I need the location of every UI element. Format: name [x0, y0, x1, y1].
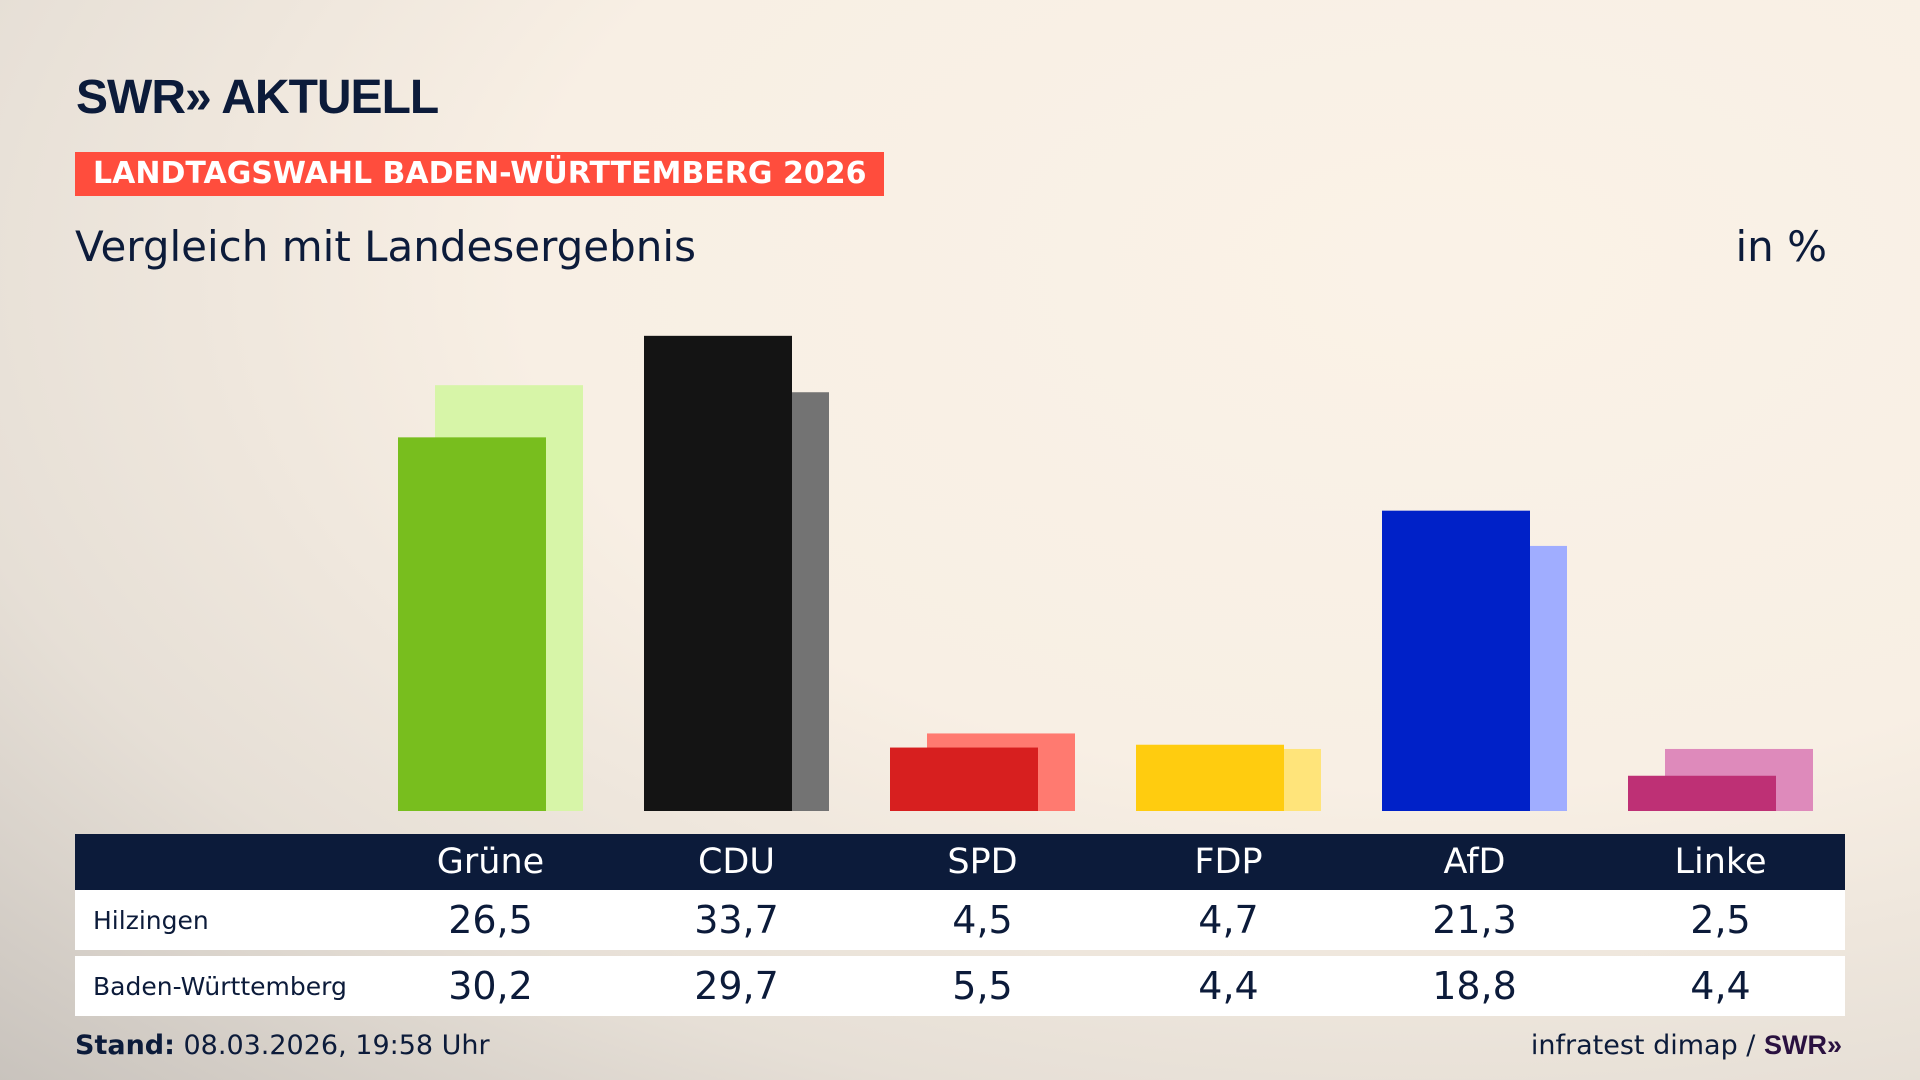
value-label: 2,5 — [1690, 898, 1751, 942]
election-banner: LANDTAGSWAHL BADEN-WÜRTTEMBERG 2026 — [75, 152, 885, 196]
column-header: Linke — [1674, 842, 1767, 882]
bar-local-spd — [890, 747, 1038, 811]
value-label: 4,4 — [1690, 964, 1751, 1008]
stand-label: Stand: — [75, 1030, 175, 1061]
table-header: Grüne CDU SPD FDP AfD Linke — [75, 834, 1845, 890]
row-label: Baden-Württemberg — [93, 971, 347, 1001]
value-label: 18,8 — [1432, 964, 1517, 1008]
row-label: Hilzingen — [93, 905, 209, 935]
column-header: CDU — [697, 842, 775, 882]
table-row: Hilzingen 26,5 33,7 4,5 4,7 21,3 2,5 — [75, 890, 1845, 950]
value-label: 30,2 — [448, 964, 533, 1008]
source-text: infratest dimap / — [1530, 1030, 1764, 1061]
bar-local-cdu — [644, 335, 792, 811]
column-header: SPD — [947, 842, 1018, 882]
bar-local-afd — [1382, 510, 1530, 811]
column-header: FDP — [1194, 842, 1263, 882]
bar-local-grüne — [398, 437, 546, 811]
swr-aktuell-logo: SWR» AKTUELL — [76, 71, 439, 124]
value-label: 29,7 — [694, 964, 779, 1008]
value-label: 5,5 — [952, 964, 1013, 1008]
swr-logo: SWR» — [1763, 1030, 1842, 1060]
value-label: 4,7 — [1198, 898, 1259, 942]
bar-local-linke — [1628, 775, 1776, 811]
chart-subtitle: Vergleich mit Landesergebnis — [75, 222, 696, 271]
value-label: 4,5 — [952, 898, 1013, 942]
column-header: AfD — [1443, 842, 1506, 882]
unit-label: in % — [1735, 222, 1827, 271]
value-label: 4,4 — [1198, 964, 1259, 1008]
bar-chart — [398, 335, 1813, 811]
timestamp: Stand: 08.03.2026, 19:58 Uhr — [75, 1030, 490, 1061]
value-label: 21,3 — [1432, 898, 1517, 942]
stand-value: 08.03.2026, 19:58 Uhr — [174, 1030, 490, 1061]
table-row: Baden-Württemberg 30,2 29,7 5,5 4,4 18,8 4,4 — [75, 956, 1845, 1016]
value-label: 26,5 — [448, 898, 533, 942]
column-header: Grüne — [436, 842, 545, 882]
source: infratest dimap / SWR» — [1531, 1030, 1842, 1061]
bar-local-fdp — [1136, 744, 1284, 811]
results-table: Grüne CDU SPD FDP AfD Linke Hilzingen 26,5 33,… — [75, 834, 1845, 1016]
value-label: 33,7 — [694, 898, 779, 942]
